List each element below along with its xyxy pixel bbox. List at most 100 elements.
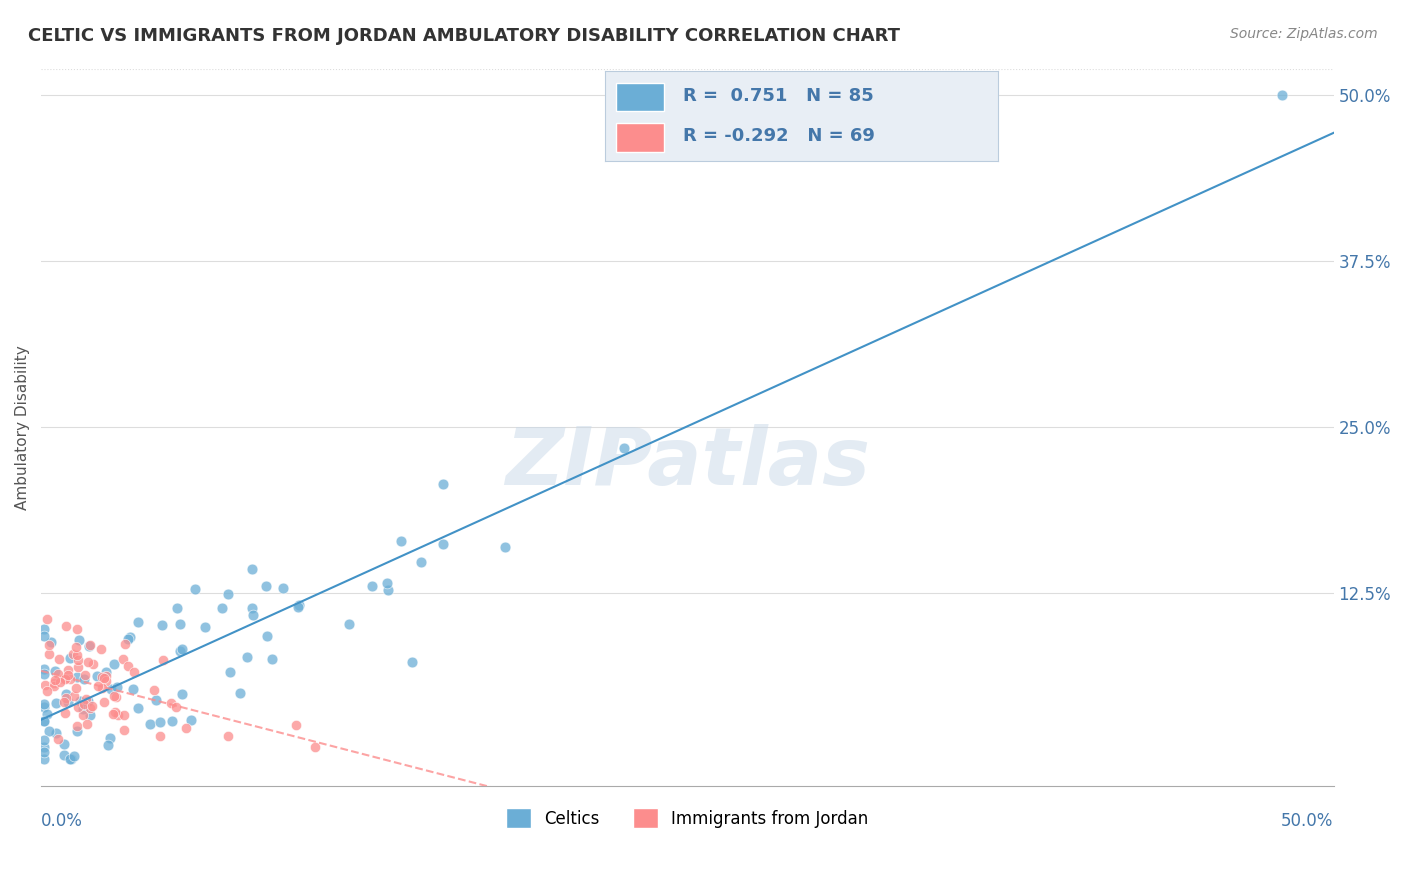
Point — [32, 752, 55, 766]
Point — [112, 707, 135, 722]
Point — [166, 601, 188, 615]
Point — [361, 579, 384, 593]
Point — [45, 696, 67, 710]
Point — [67, 633, 90, 648]
Text: 0.0%: 0.0% — [41, 813, 83, 830]
Point — [91, 670, 114, 684]
Point — [34, 678, 56, 692]
Point — [1271, 88, 1294, 103]
Y-axis label: Ambulatory Disability: Ambulatory Disability — [15, 345, 30, 509]
Point — [242, 607, 264, 622]
Point — [169, 616, 191, 631]
Point — [45, 726, 67, 740]
Point — [240, 561, 263, 575]
Point — [114, 636, 136, 650]
Point — [217, 729, 239, 743]
Point — [103, 657, 125, 671]
Point — [72, 707, 94, 722]
Point — [118, 630, 141, 644]
Point — [94, 674, 117, 689]
Point — [58, 668, 80, 682]
Point — [48, 652, 70, 666]
Point — [77, 639, 100, 653]
Point — [32, 698, 55, 712]
Point — [86, 668, 108, 682]
Point — [180, 714, 202, 728]
Point — [127, 701, 149, 715]
Point — [494, 541, 516, 555]
Point — [100, 682, 122, 697]
Point — [411, 555, 433, 569]
Point — [38, 647, 60, 661]
Point — [53, 672, 76, 686]
Point — [37, 683, 59, 698]
Point — [149, 729, 172, 743]
Point — [211, 601, 233, 615]
Point — [254, 579, 277, 593]
Point — [401, 655, 423, 669]
Point — [152, 617, 174, 632]
Point — [91, 681, 114, 695]
Point — [41, 634, 63, 648]
Point — [287, 600, 309, 615]
Point — [79, 708, 101, 723]
Point — [98, 731, 121, 745]
Point — [260, 652, 283, 666]
Legend: Celtics, Immigrants from Jordan: Celtics, Immigrants from Jordan — [499, 801, 876, 835]
Point — [53, 706, 76, 720]
Point — [160, 696, 183, 710]
Point — [32, 699, 55, 714]
Point — [152, 653, 174, 667]
Point — [76, 717, 98, 731]
Point — [32, 662, 55, 676]
Point — [59, 672, 82, 686]
Point — [44, 673, 66, 687]
Point — [59, 752, 82, 766]
Point — [219, 665, 242, 680]
Point — [107, 681, 129, 695]
Point — [73, 697, 96, 711]
Point — [124, 665, 146, 679]
Point — [32, 714, 55, 729]
Point — [56, 695, 79, 709]
Point — [184, 582, 207, 597]
Point — [35, 612, 58, 626]
Point — [139, 716, 162, 731]
Point — [44, 665, 66, 679]
Point — [143, 682, 166, 697]
Point — [93, 671, 115, 685]
Point — [73, 673, 96, 687]
Point — [42, 679, 65, 693]
Point — [127, 615, 149, 630]
Point — [165, 699, 187, 714]
Point — [613, 442, 636, 456]
Point — [271, 581, 294, 595]
Point — [59, 650, 82, 665]
Point — [160, 714, 183, 728]
Point — [304, 739, 326, 754]
Point — [93, 695, 115, 709]
Point — [172, 642, 194, 657]
Point — [55, 687, 77, 701]
Point — [432, 476, 454, 491]
Point — [66, 724, 89, 739]
Point — [66, 719, 89, 733]
Point — [32, 623, 55, 637]
Point — [66, 622, 89, 636]
Point — [62, 647, 84, 661]
Text: 50.0%: 50.0% — [1281, 813, 1333, 830]
Text: ZIPatlas: ZIPatlas — [505, 424, 870, 502]
Point — [66, 648, 89, 662]
Point — [72, 702, 94, 716]
Point — [52, 672, 75, 686]
Point — [112, 651, 135, 665]
Point — [121, 681, 143, 696]
Point — [194, 620, 217, 634]
Point — [66, 670, 89, 684]
Point — [63, 689, 86, 703]
Point — [82, 657, 104, 672]
Point — [67, 660, 90, 674]
Point — [46, 732, 69, 747]
Text: R =  0.751   N = 85: R = 0.751 N = 85 — [683, 87, 875, 105]
Point — [375, 575, 398, 590]
